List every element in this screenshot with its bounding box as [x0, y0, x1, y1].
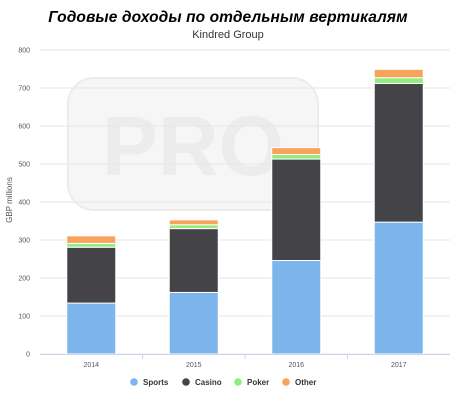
y-tick-label: 400 — [18, 200, 30, 207]
legend-item-sports[interactable]: Sports — [130, 378, 169, 387]
bar-sports-2015 — [168, 291, 219, 355]
legend-item-poker[interactable]: Poker — [234, 378, 269, 387]
legend-item-other[interactable]: Other — [282, 378, 316, 387]
legend-marker — [182, 378, 190, 386]
bar-other-2016 — [271, 147, 322, 156]
legend-label: Casino — [195, 378, 222, 387]
watermark-text: PRO — [102, 99, 284, 193]
legend-marker — [234, 378, 242, 386]
bar-poker-2017 — [373, 77, 424, 84]
y-tick-label: 700 — [18, 86, 30, 93]
legend-marker — [282, 378, 290, 386]
chart-subtitle: Kindred Group — [192, 29, 264, 41]
bar-sports-2014 — [66, 302, 117, 355]
legend-marker — [130, 378, 138, 386]
bar-other-2015 — [168, 219, 219, 226]
y-tick-label: 0 — [26, 352, 30, 359]
legend-label: Poker — [247, 378, 269, 387]
y-tick-label: 500 — [18, 162, 30, 169]
bar-casino-2014 — [66, 246, 117, 304]
legend-label: Sports — [143, 378, 169, 387]
bar-sports-2016 — [271, 260, 322, 355]
x-tick-label: 2017 — [391, 362, 407, 369]
x-axis: 2014 2015 2016 2017 — [40, 354, 450, 369]
legend-label: Other — [295, 378, 316, 387]
y-tick-label: 600 — [18, 124, 30, 131]
bar-sports-2017 — [373, 221, 424, 355]
x-tick-label: 2015 — [186, 362, 202, 369]
y-axis-label: GBP millions — [5, 177, 14, 223]
x-tick-label: 2016 — [288, 362, 304, 369]
y-axis: 0 100 200 300 400 500 600 700 800 — [18, 48, 30, 359]
bar-poker-2016 — [271, 154, 322, 160]
legend-item-casino[interactable]: Casino — [182, 378, 222, 387]
legend: Sports Casino Poker Other — [130, 378, 316, 387]
bar-other-2017 — [373, 68, 424, 79]
y-tick-label: 800 — [18, 48, 30, 55]
bar-casino-2017 — [373, 82, 424, 223]
chart-title: Годовые доходы по отдельным вертикалям — [48, 9, 408, 26]
bar-casino-2016 — [271, 158, 322, 262]
y-tick-label: 300 — [18, 238, 30, 245]
y-tick-label: 100 — [18, 314, 30, 321]
bars — [66, 68, 424, 355]
bar-poker-2015 — [168, 224, 219, 230]
bar-poker-2014 — [66, 242, 117, 248]
pro-watermark: PRO — [67, 77, 319, 211]
x-tick-label: 2014 — [83, 362, 99, 369]
bar-other-2014 — [66, 235, 117, 244]
bar-casino-2015 — [168, 228, 219, 293]
y-tick-label: 200 — [18, 276, 30, 283]
